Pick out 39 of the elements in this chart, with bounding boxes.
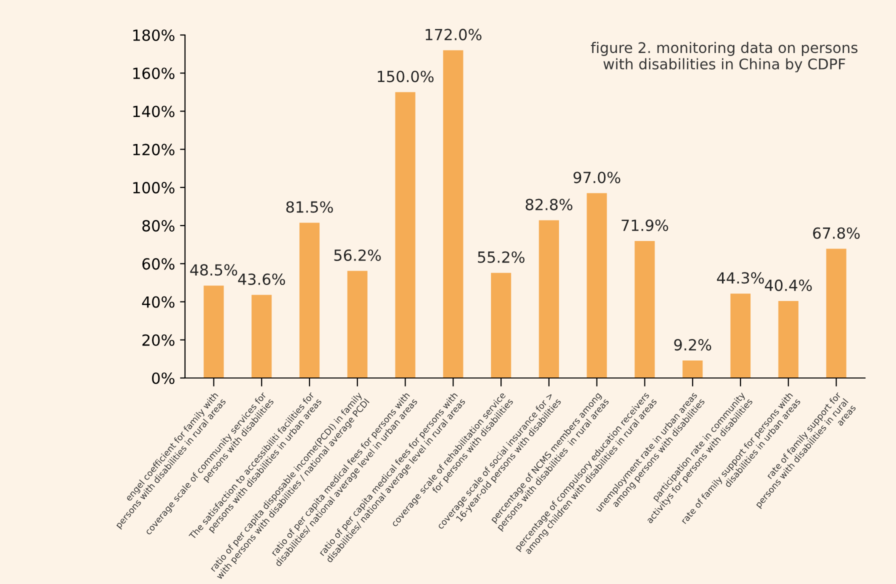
data-label: 67.8% (813, 227, 860, 239)
y-tick-label: 80% (142, 220, 174, 232)
y-tick-label: 120% (133, 144, 174, 156)
bar (252, 294, 272, 378)
bar (395, 92, 416, 378)
data-label: 172.0% (426, 28, 482, 40)
data-label: 71.9% (622, 220, 668, 232)
data-label: 48.5% (190, 264, 238, 276)
data-label: 82.8% (526, 198, 572, 210)
data-label: 40.4% (764, 280, 812, 292)
y-tick-label: 60% (142, 258, 174, 270)
bar (778, 301, 798, 378)
data-label: 43.6% (238, 273, 286, 286)
data-label: 97.0% (574, 172, 620, 184)
bar (538, 220, 559, 378)
data-label: 55.2% (478, 251, 524, 263)
data-label: 150.0% (378, 70, 434, 82)
bar (586, 193, 607, 378)
y-tick-label: 100% (133, 182, 174, 194)
data-label: 44.3% (716, 272, 764, 284)
y-tick-label: 40% (142, 296, 174, 308)
bar (826, 248, 846, 378)
bar (347, 270, 368, 378)
bar (634, 240, 655, 378)
data-label: 9.2% (674, 339, 712, 351)
y-tick-label: 20% (142, 334, 174, 346)
bar (204, 286, 224, 378)
bar (682, 360, 703, 378)
y-tick-label: 180% (133, 29, 174, 42)
data-label: 56.2% (334, 249, 381, 262)
text: figure 2. monitoring data on persons with disabilities in China by CDPF (590, 42, 858, 72)
data-label: 81.5% (286, 201, 333, 213)
y-tick-label: 140% (133, 106, 174, 118)
bar (491, 272, 512, 378)
bar (299, 222, 320, 378)
y-tick-label: 160% (133, 68, 174, 80)
y-tick-label: 0% (152, 372, 174, 384)
bar (730, 294, 751, 378)
bar (443, 50, 464, 378)
